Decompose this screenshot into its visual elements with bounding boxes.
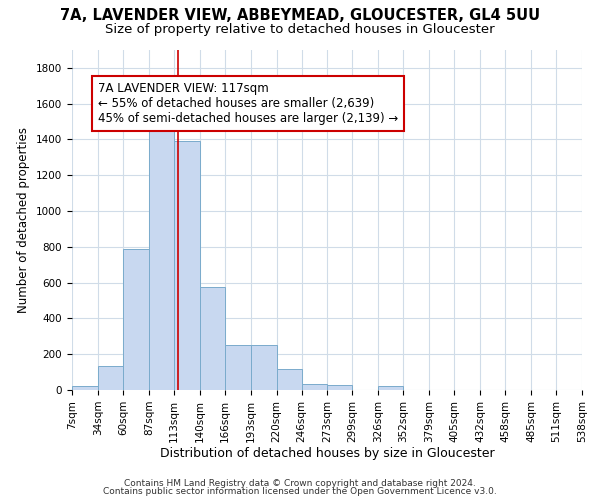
X-axis label: Distribution of detached houses by size in Gloucester: Distribution of detached houses by size … — [160, 448, 494, 460]
Bar — [277, 370, 302, 390]
Text: Contains HM Land Registry data © Crown copyright and database right 2024.: Contains HM Land Registry data © Crown c… — [124, 478, 476, 488]
Y-axis label: Number of detached properties: Number of detached properties — [17, 127, 31, 313]
Text: 7A LAVENDER VIEW: 117sqm
← 55% of detached houses are smaller (2,639)
45% of sem: 7A LAVENDER VIEW: 117sqm ← 55% of detach… — [98, 82, 398, 125]
Text: Size of property relative to detached houses in Gloucester: Size of property relative to detached ho… — [105, 22, 495, 36]
Text: 7A, LAVENDER VIEW, ABBEYMEAD, GLOUCESTER, GL4 5UU: 7A, LAVENDER VIEW, ABBEYMEAD, GLOUCESTER… — [60, 8, 540, 22]
Bar — [72, 386, 98, 390]
Bar — [328, 384, 352, 390]
Bar — [200, 287, 225, 390]
Text: Contains public sector information licensed under the Open Government Licence v3: Contains public sector information licen… — [103, 487, 497, 496]
Bar — [379, 386, 403, 390]
Bar — [98, 366, 123, 390]
Bar — [123, 248, 149, 390]
Bar — [225, 346, 251, 390]
Bar — [174, 142, 200, 390]
Bar — [251, 346, 277, 390]
Bar — [302, 384, 328, 390]
Bar — [149, 125, 174, 390]
